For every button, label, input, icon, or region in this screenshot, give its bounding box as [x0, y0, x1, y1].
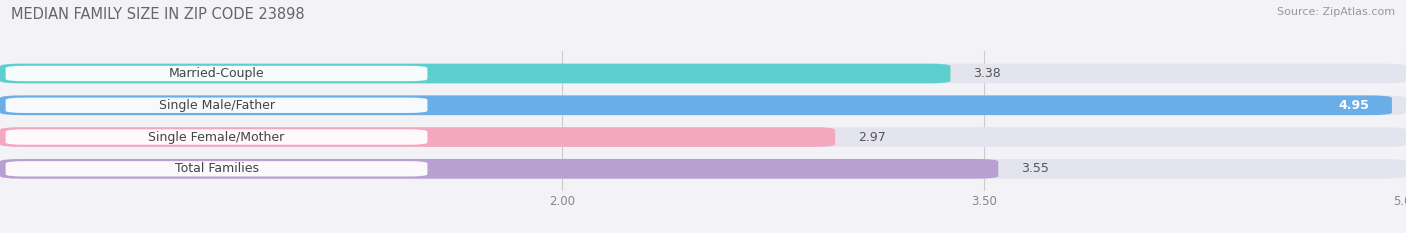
FancyBboxPatch shape — [0, 96, 1406, 115]
FancyBboxPatch shape — [6, 66, 427, 81]
Text: Source: ZipAtlas.com: Source: ZipAtlas.com — [1277, 7, 1395, 17]
Text: 2.97: 2.97 — [858, 130, 886, 144]
FancyBboxPatch shape — [0, 159, 1406, 179]
Text: 3.55: 3.55 — [1021, 162, 1049, 175]
Text: 3.38: 3.38 — [973, 67, 1001, 80]
FancyBboxPatch shape — [6, 161, 427, 177]
FancyBboxPatch shape — [0, 127, 835, 147]
FancyBboxPatch shape — [6, 129, 427, 145]
Text: Married-Couple: Married-Couple — [169, 67, 264, 80]
Text: 4.95: 4.95 — [1339, 99, 1369, 112]
FancyBboxPatch shape — [0, 127, 1406, 147]
FancyBboxPatch shape — [0, 96, 1392, 115]
FancyBboxPatch shape — [0, 64, 950, 83]
FancyBboxPatch shape — [0, 64, 1406, 83]
Text: MEDIAN FAMILY SIZE IN ZIP CODE 23898: MEDIAN FAMILY SIZE IN ZIP CODE 23898 — [11, 7, 305, 22]
FancyBboxPatch shape — [6, 98, 427, 113]
Text: Single Male/Father: Single Male/Father — [159, 99, 274, 112]
Text: Single Female/Mother: Single Female/Mother — [149, 130, 284, 144]
Text: Total Families: Total Families — [174, 162, 259, 175]
FancyBboxPatch shape — [0, 159, 998, 179]
